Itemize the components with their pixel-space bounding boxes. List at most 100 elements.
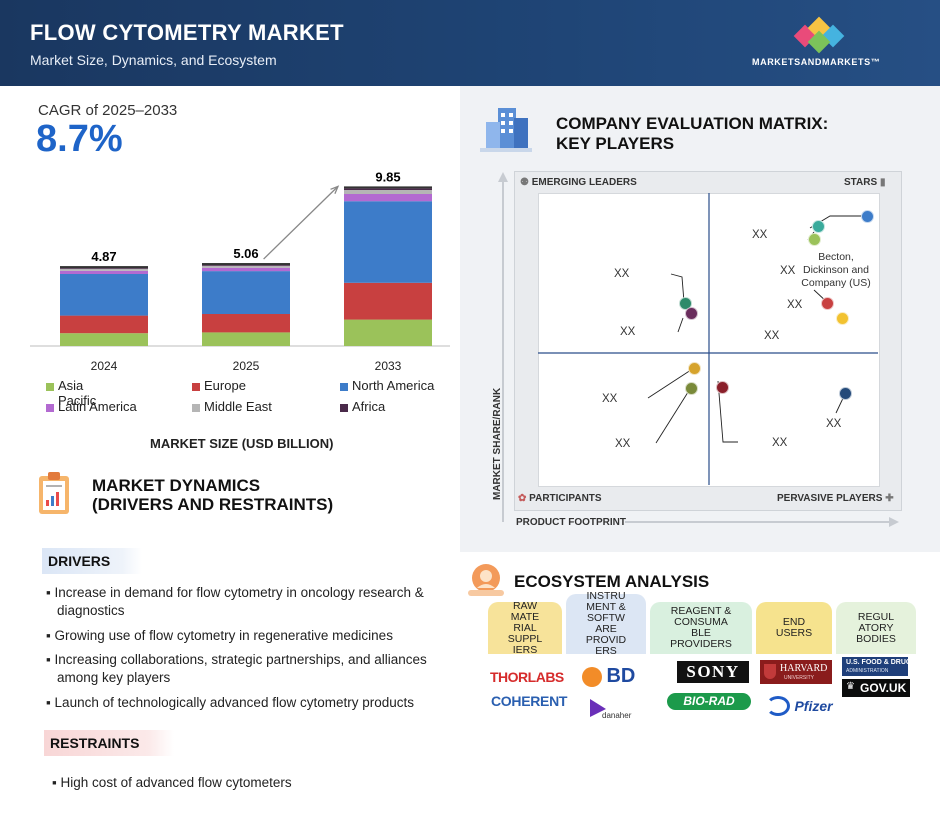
bar-segment-2025-asia-pacific (202, 332, 290, 346)
legend-label: North America (352, 378, 435, 393)
bar-segment-2024-europe (60, 315, 148, 334)
puzzle-icon: ✚ (885, 493, 894, 504)
company-dot[interactable] (685, 307, 698, 320)
corner-label: PERVASIVE PLAYERS (777, 493, 883, 504)
corner-pervasive-players: PERVASIVE PLAYERS ✚ (777, 493, 894, 504)
driver-text: Launch of technologically advanced flow … (54, 695, 414, 710)
pfizer-logo: Pfizer (766, 696, 833, 716)
company-dot[interactable] (836, 312, 849, 325)
biorad-logo: BIO-RAD (667, 693, 751, 710)
danaher-logo: danaher (588, 697, 631, 724)
bar-segment-2033-asia-pacific (344, 319, 432, 346)
bar-total-label: 9.85 (375, 169, 400, 184)
bd-sun-icon (582, 666, 602, 687)
legend-swatch (340, 404, 348, 412)
danaher-mark-icon (590, 699, 606, 717)
legend-swatch (46, 383, 54, 391)
company-dot[interactable] (861, 210, 874, 223)
bar-segment-2033-latin-america (344, 194, 432, 202)
chart-title: MARKET SIZE (USD BILLION) (150, 436, 334, 451)
market-dynamics-title-line2: (DRIVERS AND RESTRAINTS) (92, 495, 334, 514)
bar-segment-2033-europe (344, 282, 432, 320)
market-dynamics-title: MARKET DYNAMICS (DRIVERS AND RESTRAINTS) (92, 476, 333, 514)
drivers-label: DRIVERS (42, 548, 142, 574)
legend-swatch (192, 404, 200, 412)
company-label: XX (787, 299, 803, 311)
matrix-axes (498, 172, 899, 527)
company-label: XX (764, 330, 780, 342)
growth-arrow-head (330, 185, 340, 195)
company-dot[interactable] (812, 220, 825, 233)
legend-swatch (192, 383, 200, 391)
bar-segment-2025-latin-america (202, 267, 290, 272)
cagr-label: CAGR of 2025–2033 (38, 102, 178, 119)
bar-top-cap (344, 186, 432, 189)
driver-text-cont: among key players (57, 670, 171, 685)
corner-stars: STARS ▮ (844, 177, 885, 188)
bd-label-line: Company (US) (801, 277, 871, 289)
bar-total-label: 4.87 (91, 249, 116, 264)
bar-segment-2025-europe (202, 314, 290, 333)
signal-bars-icon: ▮ (879, 177, 886, 188)
bar-segment-2024-asia-pacific (60, 333, 148, 346)
axis-y-label: MARKET SHARE/RANK (492, 387, 503, 500)
growth-arrow (263, 185, 339, 260)
tab-line: RAW (512, 599, 538, 612)
corner-participants: ✿ PARTICIPANTS (518, 493, 602, 504)
thorlabs-logo: THORLABS (490, 669, 564, 685)
eco-tab-instrument: INSTRU MENT & SOFTW ARE PROVID ERS (566, 590, 646, 657)
harvard-shield-icon (764, 664, 776, 679)
company-dot[interactable] (716, 381, 729, 394)
company-label: XX (614, 268, 630, 280)
tab-line: SOFTW (587, 612, 625, 624)
tab-line: USERS (775, 627, 813, 639)
tab-line: END (782, 616, 806, 628)
matrix-title-line2: KEY PLAYERS (556, 134, 675, 153)
bar-segment-2024-north-america (60, 274, 148, 316)
company-label: XX (615, 438, 631, 450)
danaher-text: danaher (602, 711, 632, 720)
company-dot[interactable] (808, 233, 821, 246)
driver-item: ▪ Launch of technologically advanced flo… (46, 695, 414, 710)
driver-text: Growing use of flow cytometry in regener… (54, 628, 393, 643)
cagr-value: 8.7% (36, 118, 123, 160)
eco-tab-regulatory: REGUL ATORY BODIES (836, 602, 916, 654)
tab-line: BODIES (856, 632, 896, 645)
company-label: XX (620, 326, 636, 338)
company-dot[interactable] (839, 387, 852, 400)
company-dot[interactable] (821, 297, 834, 310)
bar-segment-2024-middle-east (60, 268, 148, 271)
crown-icon: ♛ (846, 681, 855, 692)
fda-logo: U.S. FOOD & DRUG ADMINISTRATION (842, 657, 912, 676)
tab-line: BLE (691, 627, 711, 639)
company-dot[interactable] (685, 382, 698, 395)
tab-line: CONSUMA (674, 616, 728, 628)
tab-line: SUPPL (507, 632, 543, 645)
tab-line: IERS (512, 643, 538, 656)
bar-segment-2024-latin-america (60, 270, 148, 274)
tab-line: RIAL (513, 621, 537, 634)
driver-text-cont: diagnostics (57, 603, 125, 618)
company-dot[interactable] (688, 362, 701, 375)
legend-label: Europe (204, 378, 246, 393)
page-subtitle: Market Size, Dynamics, and Ecosystem (30, 52, 277, 68)
legend-swatch (340, 383, 348, 391)
company-label: XX (826, 418, 842, 430)
bar-category-label: 2025 (233, 359, 260, 373)
legend-label: Middle East (204, 399, 272, 414)
driver-item: ▪ Growing use of flow cytometry in regen… (46, 628, 393, 643)
company-label: XX (772, 437, 788, 449)
header-banner (0, 0, 940, 86)
coherent-logo: COHERENT (491, 693, 568, 709)
tab-line: MENT & (586, 601, 626, 613)
tab-line: INSTRU (586, 590, 626, 602)
bd-logo: BD (582, 665, 635, 688)
harvard-subtext: UNIVERSITY (784, 675, 815, 681)
tab-line: REGUL (857, 610, 895, 623)
fda-text: U.S. FOOD & DRUG (846, 659, 912, 666)
company-logo (793, 16, 855, 56)
handshake-icon: ✿ (518, 493, 527, 504)
bar-segment-2025-north-america (202, 271, 290, 314)
axis-x-label: PRODUCT FOOTPRINT (516, 517, 626, 528)
bar-segment-2033-north-america (344, 201, 432, 283)
